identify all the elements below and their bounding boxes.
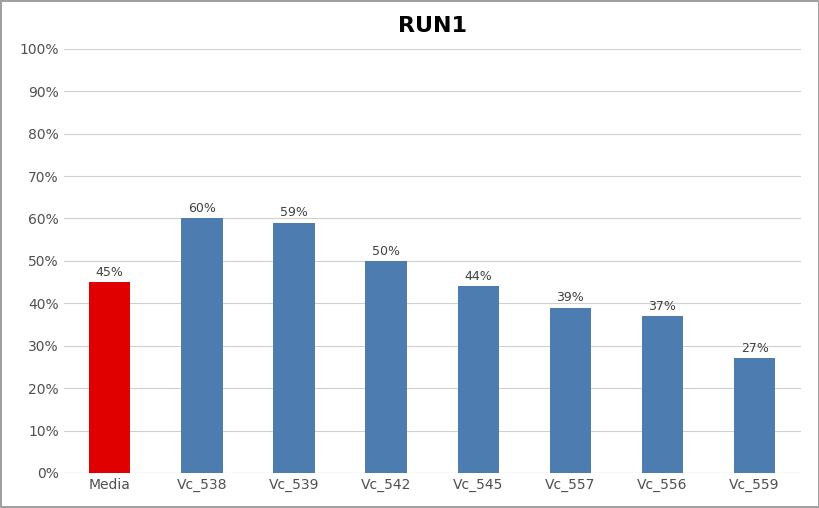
Text: 39%: 39% bbox=[556, 291, 583, 304]
Text: 45%: 45% bbox=[96, 266, 124, 279]
Bar bbox=[549, 307, 590, 473]
Text: 37%: 37% bbox=[648, 300, 676, 312]
Bar bbox=[89, 282, 130, 473]
Bar bbox=[733, 359, 775, 473]
Bar bbox=[457, 287, 499, 473]
Bar bbox=[181, 218, 222, 473]
Text: 44%: 44% bbox=[464, 270, 491, 283]
Text: 59%: 59% bbox=[280, 206, 308, 219]
Text: 27%: 27% bbox=[740, 342, 767, 355]
Text: 50%: 50% bbox=[372, 244, 400, 258]
Title: RUN1: RUN1 bbox=[397, 16, 466, 36]
Bar bbox=[365, 261, 406, 473]
Bar bbox=[641, 316, 682, 473]
Bar bbox=[273, 223, 314, 473]
Text: 60%: 60% bbox=[188, 202, 215, 215]
